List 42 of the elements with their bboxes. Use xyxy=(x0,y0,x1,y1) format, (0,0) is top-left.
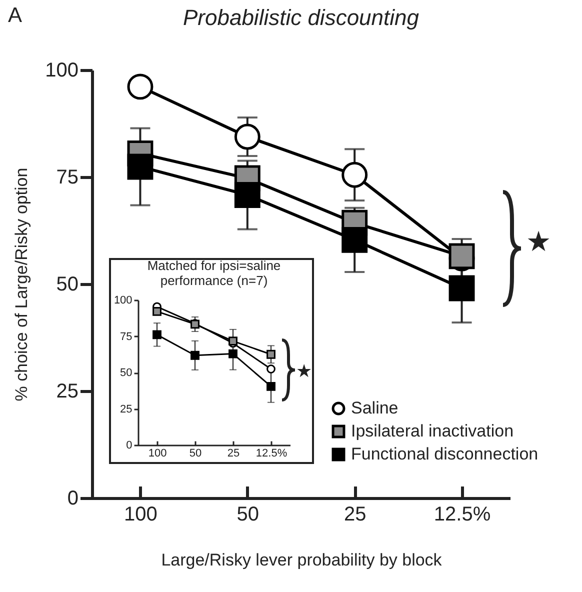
y-tick-label: 25 xyxy=(120,403,132,416)
point xyxy=(234,182,260,208)
point xyxy=(228,336,238,346)
x-tick-label: 25 xyxy=(344,504,366,526)
point xyxy=(266,350,276,359)
point xyxy=(448,275,475,302)
x-tick-label: 50 xyxy=(236,504,260,526)
text: A xyxy=(8,4,22,27)
annotation: ★ xyxy=(296,361,312,381)
point xyxy=(266,364,276,374)
y-axis-title: % choice of Large/Risky option xyxy=(12,168,32,402)
text: ★ xyxy=(526,226,551,257)
x-tick-label: 50 xyxy=(189,448,202,460)
x-tick-label: 12.5% xyxy=(434,504,491,526)
chart-title: Probabilistic discounting xyxy=(182,5,420,30)
y-tick-label: 75 xyxy=(56,166,78,188)
point xyxy=(190,350,200,360)
chart-title: Matched for ipsi=saline performance (n=7) xyxy=(147,258,281,288)
y-tick-label: 0 xyxy=(126,440,132,452)
x-tick-label: 25 xyxy=(227,448,240,460)
point xyxy=(266,382,276,391)
y-tick-label: 0 xyxy=(67,488,78,510)
legend-label: Ipsilateral inactivation xyxy=(351,422,514,440)
legend-label: Functional disconnection xyxy=(351,444,538,464)
y-tick-label: 100 xyxy=(45,60,78,82)
x-tick-label: 12.5% xyxy=(256,448,288,460)
point xyxy=(127,154,154,180)
point xyxy=(342,226,368,253)
x-axis-title: Large/Risky lever probability by block xyxy=(161,550,442,570)
legend-label: Saline xyxy=(351,398,398,418)
y-tick-label: 75 xyxy=(120,330,132,343)
y-tick-label: 50 xyxy=(120,367,132,379)
y-tick-label: 25 xyxy=(56,380,78,402)
point xyxy=(234,124,260,150)
x-tick-label: 100 xyxy=(148,448,167,460)
point xyxy=(127,74,154,100)
point xyxy=(152,306,162,316)
y-tick-label: 50 xyxy=(56,274,78,296)
point xyxy=(228,349,238,358)
point xyxy=(342,162,368,188)
point xyxy=(152,330,162,340)
y-tick-label: 100 xyxy=(114,294,132,306)
